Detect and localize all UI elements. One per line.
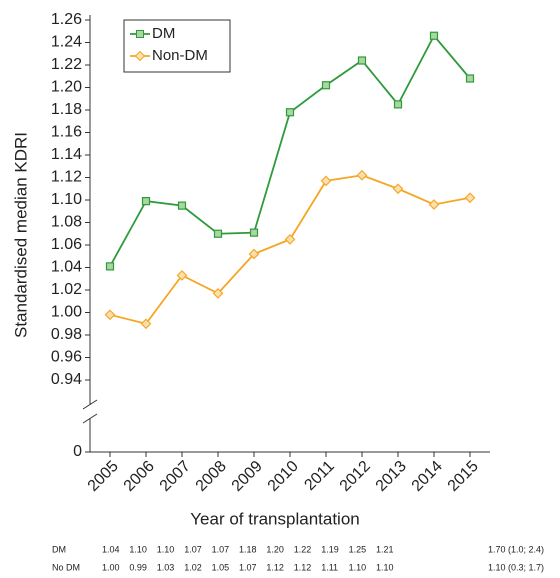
table-cell: 1.00: [102, 562, 120, 572]
series-line: [109, 174, 471, 325]
y-tick-label: 1.02: [51, 281, 82, 298]
marker: [249, 228, 259, 237]
y-tick-label: 0.98: [51, 326, 82, 343]
y-tick-label: 1.24: [51, 34, 82, 51]
legend-box: [123, 19, 231, 73]
table-cell: 1.25: [349, 544, 367, 554]
x-axis-title: Year of transplantation: [190, 509, 360, 528]
y-tick-label: 1.12: [51, 169, 82, 186]
table-cell: 1.11: [321, 562, 338, 572]
table-cell: 1.10: [129, 544, 147, 554]
marker: [284, 234, 296, 245]
y-tick-label: 1.16: [51, 124, 82, 141]
table-cell: 1.05: [212, 562, 230, 572]
y-tick-label: 1.00: [51, 304, 82, 321]
marker: [177, 201, 187, 210]
marker: [141, 197, 151, 206]
marker: [176, 270, 188, 281]
table-cell: 1.18: [239, 544, 257, 554]
table-cell: 1.70 (1.0; 2.4): [488, 544, 544, 554]
table-cell: 1.10: [349, 562, 367, 572]
marker: [464, 192, 476, 204]
table-cell: 1.02: [184, 562, 202, 572]
y-tick-label: 1.10: [51, 191, 82, 208]
legend-label: DM: [152, 25, 175, 42]
axis-break: [82, 399, 98, 410]
table-cell: 1.04: [102, 544, 120, 554]
marker: [140, 318, 152, 330]
table-cell: 1.10 (0.3; 1.7): [488, 562, 544, 572]
marker: [393, 100, 403, 109]
table-cell: 1.20: [266, 544, 284, 554]
y-tick-label: 1.04: [51, 259, 82, 276]
y-tick-label: 0.96: [51, 349, 82, 366]
legend-marker: [136, 30, 144, 38]
table-cell: 1.10: [157, 544, 175, 554]
marker: [321, 81, 331, 90]
x-tick-label: 2012: [337, 458, 374, 495]
table-cell: 1.12: [266, 562, 284, 572]
table-cell: 1.10: [376, 562, 394, 572]
marker: [356, 169, 368, 181]
x-tick-label: 2007: [157, 458, 194, 495]
table-cell: 1.03: [157, 562, 175, 572]
marker: [213, 229, 223, 238]
marker: [248, 248, 260, 260]
y-tick-label: 1.20: [51, 79, 82, 96]
x-tick-label: 2008: [193, 458, 230, 495]
marker: [105, 262, 115, 271]
x-tick-label: 2006: [121, 458, 158, 495]
y-tick-label: 1.06: [51, 236, 82, 253]
y-tick-label: 1.08: [51, 214, 82, 231]
marker: [429, 31, 439, 40]
y-tick-label: 1.14: [51, 146, 82, 163]
marker: [392, 183, 404, 195]
x-tick-label: 2009: [229, 458, 266, 495]
legend-label: Non-DM: [152, 47, 208, 64]
y-tick-label: 0.94: [51, 371, 82, 388]
y-tick-label: 1.22: [51, 56, 82, 73]
marker: [357, 56, 367, 65]
table-row-label: No DM: [52, 562, 80, 572]
axis-break: [82, 413, 98, 424]
table-cell: 1.21: [376, 544, 394, 554]
table-cell: 1.22: [294, 544, 312, 554]
marker: [465, 74, 475, 83]
x-tick-label: 2011: [301, 458, 337, 494]
table-row-label: DM: [52, 544, 66, 554]
table-cell: 1.07: [212, 544, 230, 554]
x-tick-label: 2005: [85, 458, 122, 495]
marker: [320, 175, 332, 187]
y-axis-title: Standardised median KDRI: [11, 132, 30, 338]
table-cell: 1.07: [184, 544, 202, 554]
marker: [285, 108, 295, 117]
marker: [104, 309, 116, 321]
y-tick-label: 1.18: [51, 101, 82, 118]
y-tick-label: 1.26: [51, 11, 82, 28]
table-cell: 1.19: [321, 544, 339, 554]
x-tick-label: 2010: [265, 458, 302, 495]
marker: [428, 199, 440, 210]
table-cell: 1.07: [239, 562, 257, 572]
marker: [212, 288, 224, 299]
x-tick-label: 2014: [409, 458, 446, 495]
table-cell: 1.12: [294, 562, 312, 572]
table-cell: 0.99: [129, 562, 147, 572]
legend-marker: [134, 50, 146, 62]
y-tick-label: 0: [73, 443, 82, 460]
x-tick-label: 2013: [373, 458, 410, 495]
x-tick-label: 2015: [445, 458, 482, 495]
